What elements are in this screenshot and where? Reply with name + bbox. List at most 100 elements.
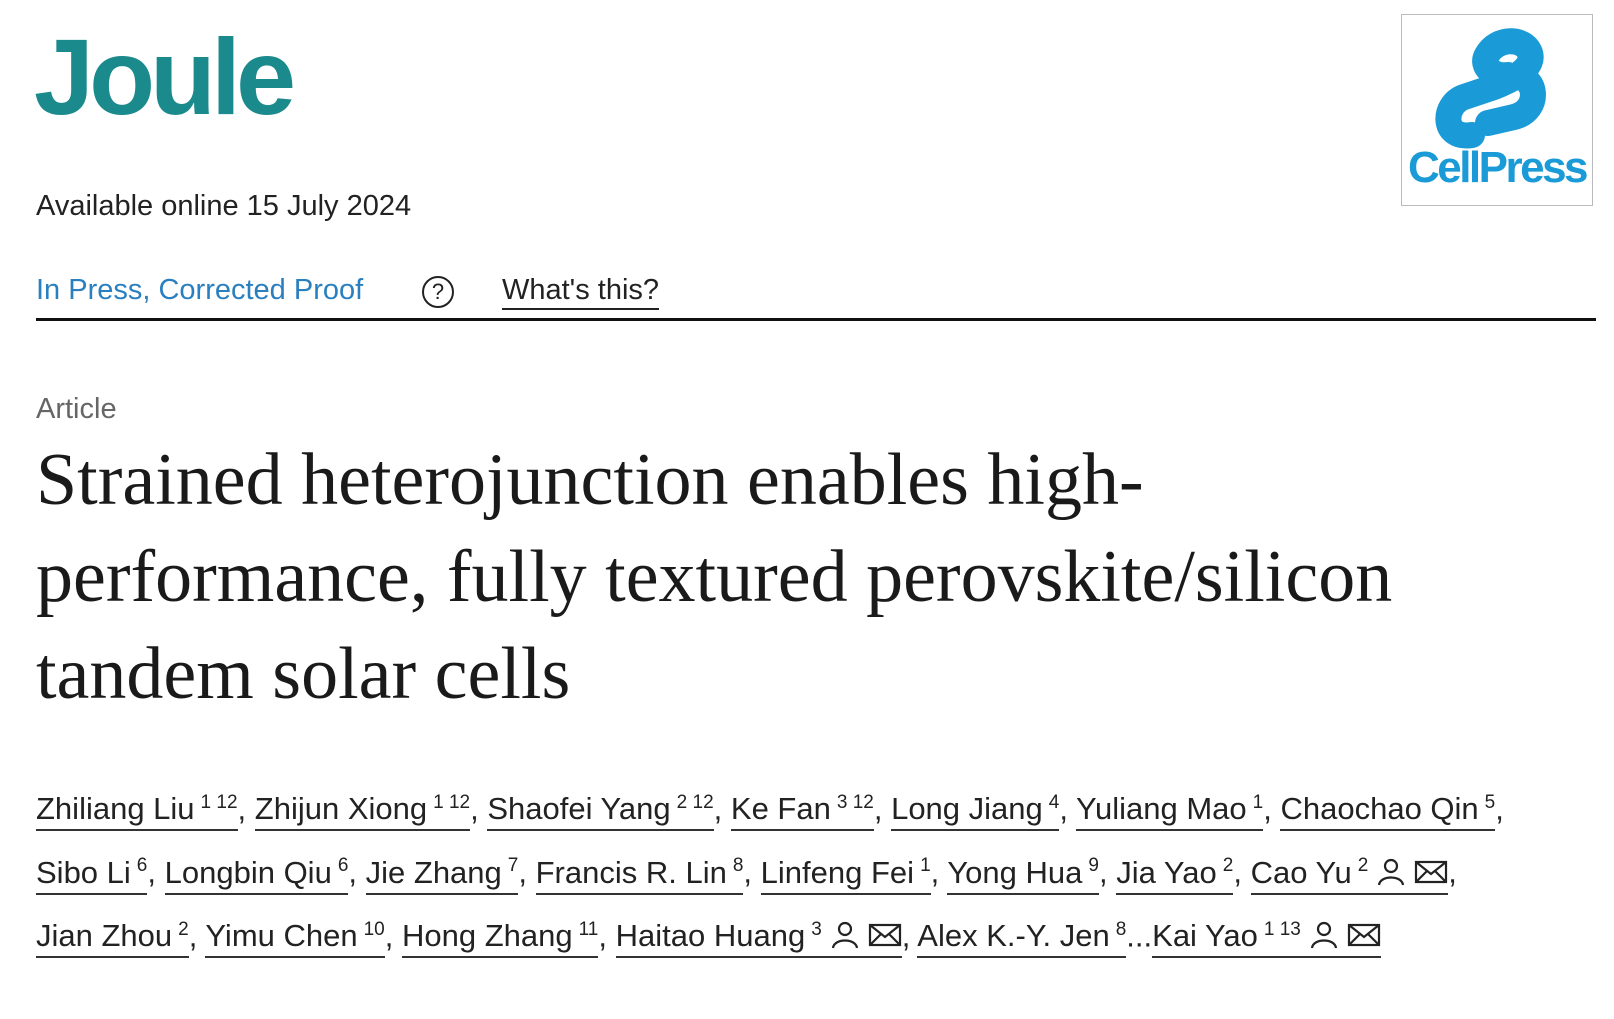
author-link[interactable]: Sibo Li 6 — [36, 854, 148, 895]
affiliation: 2 — [178, 918, 189, 940]
author-name: Francis R. Lin — [535, 854, 727, 890]
author-link[interactable]: Jian Zhou 2 — [36, 917, 189, 958]
author-list: Zhiliang Liu 1 12, Zhijun Xiong 1 12, Shao… — [36, 774, 1596, 964]
separator: , — [1059, 791, 1068, 827]
affiliation: 1 12 — [200, 792, 238, 813]
whats-this-link[interactable]: What's this? — [502, 274, 660, 310]
author-link[interactable]: Haitao Huang 3 — [615, 917, 902, 958]
separator: , — [348, 854, 358, 890]
affiliation: 11 — [578, 918, 599, 940]
email-icon[interactable] — [1414, 857, 1448, 887]
affiliation: 10 — [363, 918, 385, 940]
author-link[interactable]: Chaochao Qin 5 — [1280, 791, 1496, 832]
separator: , — [384, 917, 394, 953]
author-name: Hong Zhang — [402, 917, 573, 953]
author-link[interactable]: Shaofei Yang 2 12 — [487, 791, 714, 832]
affiliation: 3 12 — [836, 792, 874, 813]
journal-logo[interactable]: Joule — [34, 16, 296, 137]
person-icon[interactable] — [830, 920, 860, 950]
separator: ... — [1126, 917, 1153, 953]
separator: , — [1263, 791, 1272, 827]
author-link[interactable]: Long Jiang 4 — [891, 791, 1060, 832]
separator: , — [1448, 854, 1457, 890]
affiliation: 4 — [1048, 792, 1060, 813]
author-name: Shaofei Yang — [487, 791, 671, 827]
affiliation: 3 — [811, 918, 822, 940]
author-name: Yimu Chen — [205, 917, 358, 953]
affiliation: 1 — [1252, 792, 1264, 813]
separator: , — [743, 854, 753, 890]
author-name: Haitao Huang — [615, 917, 806, 953]
affiliation: 2 12 — [676, 792, 714, 813]
article-status[interactable]: In Press, Corrected Proof — [36, 274, 364, 306]
affiliation: 8 — [732, 855, 744, 877]
separator: , — [1098, 854, 1108, 890]
author-link[interactable]: Kai Yao 1 13 — [1152, 917, 1381, 958]
author-name: Zhiliang Liu — [36, 791, 195, 827]
availability-date: Available online 15 July 2024 — [36, 190, 412, 222]
affiliation: 1 — [920, 855, 931, 877]
affiliation: 2 — [1357, 855, 1369, 877]
divider — [36, 318, 1596, 321]
author-link[interactable]: Alex K.-Y. Jen 8 — [917, 917, 1127, 958]
separator: , — [1495, 791, 1504, 827]
affiliation: 1 13 — [1263, 918, 1301, 940]
article-title: Strained heterojunction enables high-per… — [36, 439, 1393, 715]
author-name: Jie Zhang — [365, 854, 502, 890]
author-name: Sibo Li — [36, 854, 131, 890]
author-name: Kai Yao — [1152, 917, 1258, 953]
email-icon[interactable] — [1347, 920, 1381, 950]
separator: , — [930, 854, 940, 890]
publisher-name: CellPress — [1407, 143, 1589, 192]
author-name: Long Jiang — [891, 791, 1043, 827]
separator: , — [713, 791, 723, 827]
person-icon[interactable] — [1309, 920, 1339, 950]
affiliation: 6 — [136, 855, 148, 877]
author-name: Longbin Qiu — [164, 854, 332, 890]
author-link[interactable]: Jia Yao 2 — [1116, 854, 1234, 895]
separator: , — [470, 791, 479, 827]
separator: , — [147, 854, 156, 890]
author-name: Chaochao Qin — [1280, 791, 1479, 827]
author-name: Ke Fan — [730, 791, 831, 827]
separator: , — [598, 917, 607, 953]
separator: , — [873, 791, 883, 827]
author-link[interactable]: Jie Zhang 7 — [365, 854, 519, 895]
author-name: Zhijun Xiong — [254, 791, 428, 827]
author-link[interactable]: Francis R. Lin 8 — [535, 854, 744, 895]
author-name: Jian Zhou — [36, 917, 173, 953]
affiliation: 5 — [1484, 792, 1496, 813]
author-link[interactable]: Ke Fan 3 12 — [730, 791, 874, 832]
separator: , — [237, 791, 247, 827]
author-link[interactable]: Hong Zhang 11 — [402, 917, 599, 958]
separator: , — [518, 854, 527, 890]
publisher-logo[interactable]: CellPress — [1401, 14, 1593, 206]
author-name: Alex K.-Y. Jen — [917, 917, 1110, 953]
affiliation: 1 12 — [433, 792, 471, 813]
author-name: Jia Yao — [1116, 854, 1217, 890]
affiliation: 7 — [507, 855, 519, 877]
article-type: Article — [36, 393, 117, 425]
author-name: Linfeng Fei — [760, 854, 915, 890]
affiliation: 8 — [1115, 918, 1127, 940]
author-link[interactable]: Longbin Qiu 6 — [164, 854, 349, 895]
author-link[interactable]: Zhiliang Liu 1 12 — [36, 791, 238, 832]
help-icon[interactable]: ? — [422, 276, 454, 308]
author-link[interactable]: Yuliang Mao 1 — [1076, 791, 1264, 832]
email-icon[interactable] — [868, 920, 902, 950]
separator: , — [901, 917, 911, 953]
affiliation: 6 — [337, 855, 349, 877]
author-link[interactable]: Yimu Chen 10 — [205, 917, 385, 958]
author-name: Yong Hua — [947, 854, 1083, 890]
author-link[interactable]: Cao Yu 2 — [1250, 854, 1449, 895]
author-link[interactable]: Yong Hua 9 — [947, 854, 1099, 895]
separator: , — [188, 917, 198, 953]
affiliation: 2 — [1222, 855, 1234, 877]
author-name: Yuliang Mao — [1076, 791, 1247, 827]
author-link[interactable]: Linfeng Fei 1 — [760, 854, 931, 895]
separator: , — [1233, 854, 1242, 890]
publisher-symbol — [1435, 28, 1546, 149]
person-icon[interactable] — [1376, 857, 1406, 887]
author-link[interactable]: Zhijun Xiong 1 12 — [254, 791, 471, 832]
